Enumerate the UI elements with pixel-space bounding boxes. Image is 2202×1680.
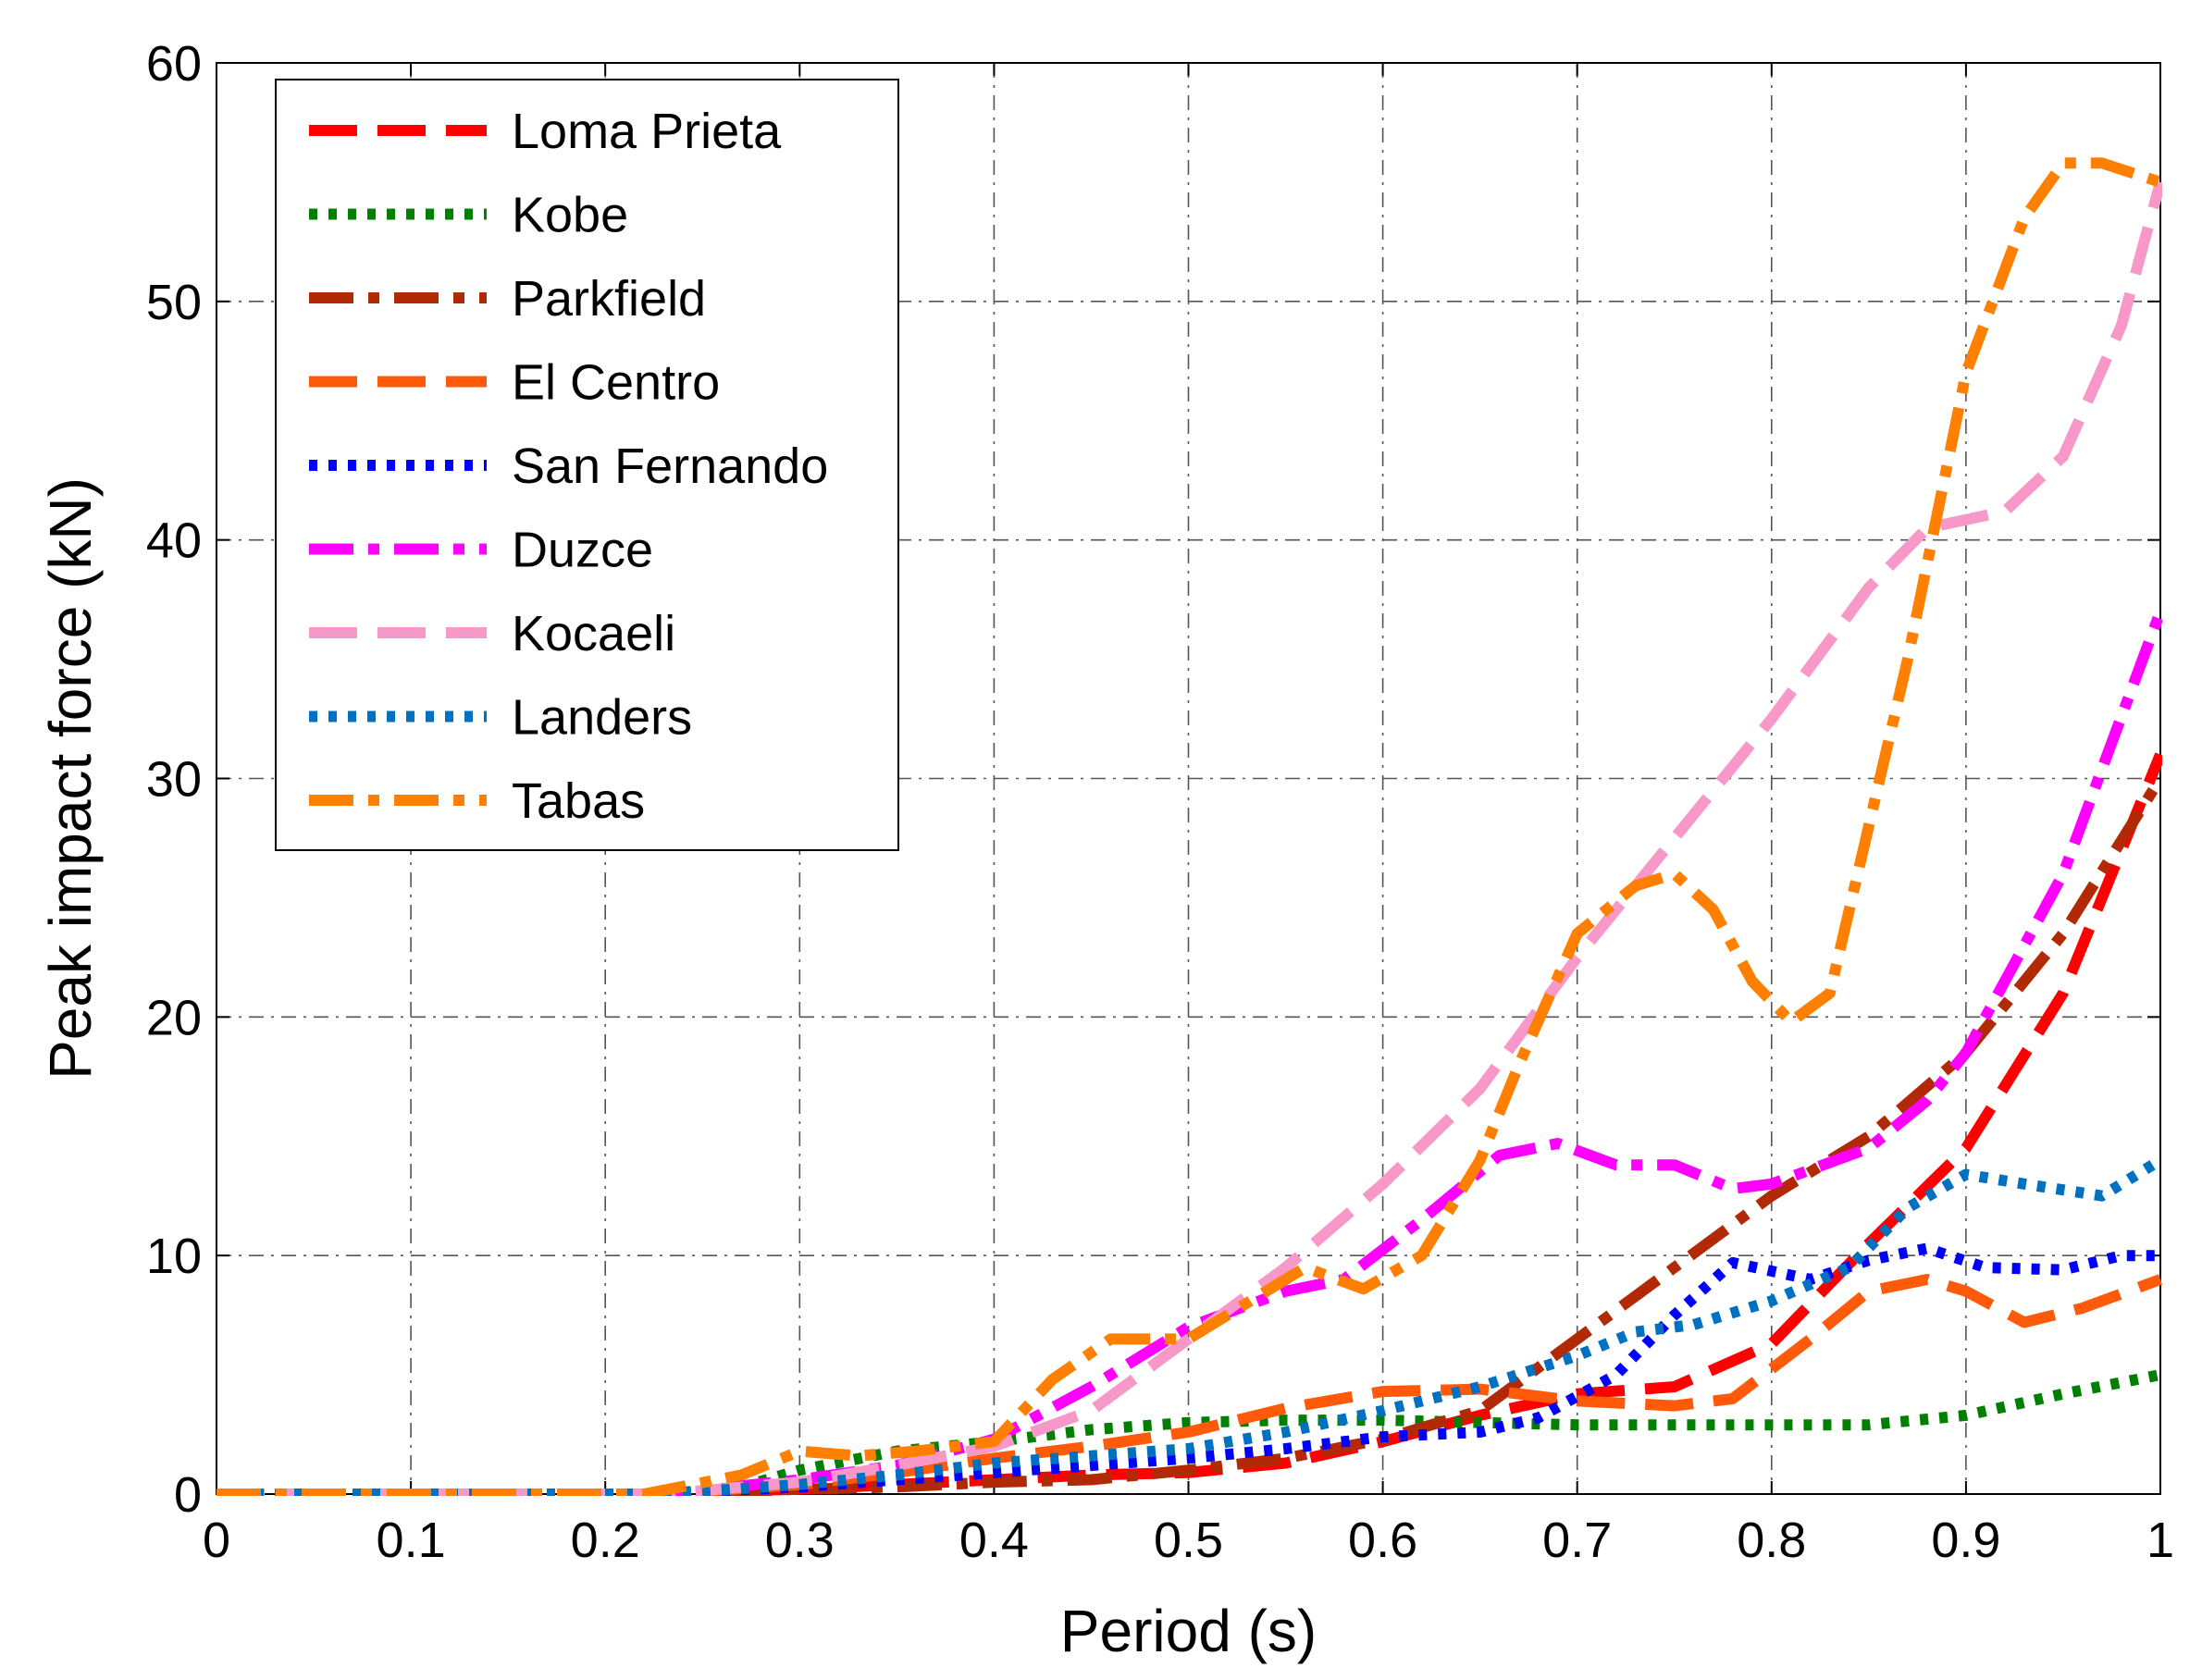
series-line-tabas <box>216 157 2162 1496</box>
x-tick-label: 0.8 <box>1737 1513 1806 1568</box>
legend-label: El Centro <box>512 355 720 411</box>
y-tick-label: 50 <box>146 275 202 330</box>
legend-label: Kobe <box>512 188 628 243</box>
legend-label: Landers <box>512 690 692 746</box>
x-axis-label: Period (s) <box>1060 1598 1317 1664</box>
x-tick-label: 0.6 <box>1348 1513 1417 1568</box>
y-tick-label: 30 <box>146 752 202 808</box>
y-tick-label: 40 <box>146 513 202 569</box>
y-tick-label: 10 <box>146 1229 202 1284</box>
legend-label: Duzce <box>512 523 653 578</box>
x-tick-label: 1 <box>2146 1513 2174 1568</box>
y-tick-label: 60 <box>146 36 202 92</box>
x-tick-label: 0.3 <box>765 1513 835 1568</box>
legend: Loma Prieta Kobe Parkfield El Centro San Fer… <box>275 79 899 851</box>
x-tick-label: 0.2 <box>571 1513 640 1568</box>
series-line-kocaeli <box>216 180 2162 1496</box>
legend-label: Tabas <box>512 773 645 829</box>
y-tick-label: 0 <box>174 1467 202 1523</box>
x-tick-label: 0.4 <box>959 1513 1029 1568</box>
series-line-kobe <box>216 1369 2162 1496</box>
y-axis-label: Peak impact force (kN) <box>37 477 104 1080</box>
y-tick-label: 20 <box>146 990 202 1045</box>
legend-label: Parkfield <box>512 271 706 327</box>
series-lines <box>216 157 2162 1496</box>
series-line-landers <box>216 1155 2162 1496</box>
x-tick-label: 0.7 <box>1542 1513 1612 1568</box>
x-tick-label: 0.5 <box>1154 1513 1223 1568</box>
x-tick-label: 0.9 <box>1931 1513 2000 1568</box>
series-line-el-centro <box>216 1274 2162 1496</box>
legend-label: San Fernando <box>512 439 828 494</box>
legend-box <box>275 79 899 851</box>
x-tick-label: 0 <box>203 1513 230 1568</box>
legend-label: Kocaeli <box>512 606 675 661</box>
legend-label: Loma Prieta <box>512 104 782 159</box>
axis-ticks: 0 0.1 0.2 0.3 0.4 0.5 0.6 0.7 0.8 0.9 101020304050… <box>146 36 2174 1568</box>
series-line-san-fernando <box>216 1242 2160 1496</box>
x-tick-label: 0.1 <box>377 1513 446 1568</box>
